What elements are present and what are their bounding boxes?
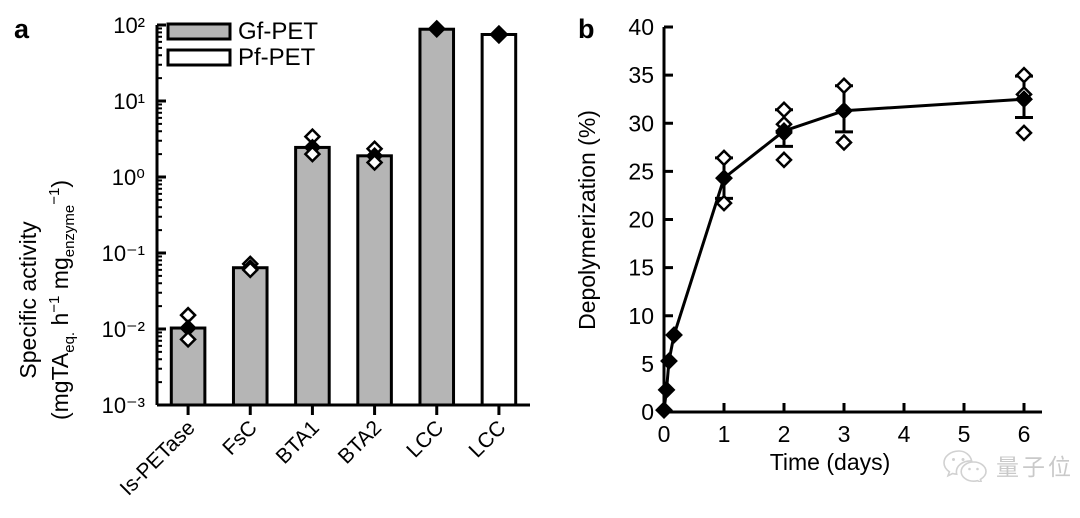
- panel-b-ytick-group: 0 5 10 15 20 25 30 35 40: [628, 14, 673, 425]
- panel-a-category-label: FsC: [218, 416, 261, 459]
- watermark-text: 量子位: [996, 455, 1074, 481]
- panel-b-ytick-label: 15: [628, 255, 654, 281]
- replicate-point: [303, 145, 322, 163]
- panel-b-letter: b: [578, 14, 595, 44]
- panel-a-xtick-group: Is-PETase FsC BTA1 BTA2 LCC LCC: [116, 405, 510, 500]
- panel-a-ytick-label: 10⁰: [112, 165, 145, 190]
- panel-a-ylabel-line2: (mgTAeq. h−1 mgenzyme−1): [46, 180, 78, 420]
- panel-b-ylabel: Depolymerization (%): [574, 110, 600, 330]
- mean-marker: [660, 352, 678, 370]
- panel-a-category-label: LCC: [402, 416, 448, 462]
- ylabel-post: ): [47, 180, 73, 188]
- bar-bta2-3: [356, 154, 393, 407]
- panel-a-ytick-label: 10⁻²: [102, 317, 145, 342]
- legend-swatch-pf-pet: [166, 48, 232, 67]
- panel-a-category-label: BTA2: [334, 416, 386, 468]
- mean-marker: [835, 101, 853, 120]
- panel-b-error-bars: [715, 74, 1033, 200]
- ylabel-mid2: mg: [47, 257, 73, 295]
- panel-b-ytick-label: 25: [628, 158, 654, 184]
- legend-label-gf-pet: Gf-PET: [238, 18, 318, 45]
- ylabel-sub-enzyme: enzyme: [61, 205, 78, 258]
- replicate-point: [241, 261, 260, 279]
- mean-marker: [1015, 90, 1033, 109]
- panel-b-replicate-points: [715, 66, 1033, 212]
- panel-b-xlabel: Time (days): [770, 449, 891, 475]
- replicate-point: [775, 151, 793, 169]
- panel-b-xtick-label: 5: [958, 421, 971, 447]
- bar-lcc-5: [480, 32, 518, 407]
- panel-b-ytick-label: 40: [628, 14, 654, 40]
- replicate-point: [715, 194, 733, 212]
- bar-bta1-2: [294, 145, 331, 407]
- replicate-point: [775, 101, 793, 119]
- panel-b-xtick-label: 1: [718, 421, 731, 447]
- svg-text:(mgTAeq. h−1 mgenzyme−1): (mgTAeq. h−1 mgenzyme−1): [46, 180, 78, 420]
- panel-b-xtick-label: 3: [838, 421, 851, 447]
- panel-a-letter: a: [14, 14, 30, 44]
- panel-a-category-label: LCC: [464, 416, 510, 462]
- ylabel-sub-eq: eq.: [61, 332, 78, 353]
- mean-marker: [655, 401, 673, 419]
- bar-lcc-4: [418, 27, 456, 407]
- panel-b-xtick-label: 4: [898, 421, 911, 447]
- mean-marker: [665, 326, 683, 344]
- panel-a-ytick-label: 10²: [113, 13, 145, 38]
- panel-b-ytick-label: 20: [628, 207, 654, 233]
- panel-b-xtick-label: 0: [658, 421, 671, 447]
- panel-b-ytick-label: 5: [641, 351, 654, 377]
- replicate-point: [1015, 66, 1033, 84]
- panel-a: a Specific activity (mgTAeq. h−1 mgenzym…: [14, 13, 530, 500]
- panel-a-bars: [169, 27, 518, 407]
- panel-b-mean-markers: [655, 90, 1033, 419]
- legend-swatch-gf-pet: [166, 22, 232, 41]
- panel-a-replicate-points: [179, 19, 508, 349]
- panel-a-ytick-label: 10⁻³: [102, 393, 145, 418]
- panel-a-category-label: BTA1: [272, 416, 324, 468]
- legend-label-pf-pet: Pf-PET: [238, 44, 316, 71]
- panel-b-ytick-label: 10: [628, 303, 654, 329]
- panel-a-ytick-label: 10⁻¹: [102, 241, 145, 266]
- panel-b-xtick-group: 0 1 2 3 4 5 6: [658, 403, 1031, 447]
- panel-b-ytick-label: 0: [641, 399, 654, 425]
- replicate-point: [490, 26, 508, 45]
- panel-a-legend: Gf-PET Pf-PET: [166, 18, 318, 71]
- panel-b-ytick-label: 30: [628, 110, 654, 136]
- replicate-point: [835, 133, 853, 152]
- ylabel-pre: (mgTA: [47, 352, 73, 420]
- panel-a-ytick-label: 10¹: [113, 89, 145, 114]
- mean-marker: [715, 169, 733, 188]
- watermark: 量子位: [942, 448, 1074, 482]
- replicate-point: [1015, 124, 1033, 142]
- wechat-icon: [943, 450, 987, 482]
- mean-marker: [657, 380, 676, 399]
- replicate-point: [179, 330, 197, 349]
- replicate-point: [715, 149, 733, 167]
- mean-marker: [775, 122, 793, 140]
- replicate-point: [365, 153, 384, 172]
- panel-b-svg: b Depolymerization (%) Time (days) 05101…: [574, 14, 1042, 475]
- bar-fsc-1: [231, 266, 269, 407]
- replicate-point: [835, 76, 853, 95]
- panel-a-category-label: Is-PETase: [116, 416, 200, 500]
- replicate-point: [427, 20, 446, 38]
- panel-b-ytick-label: 35: [628, 62, 654, 88]
- panel-a-ytick-group: 10² 10¹ 10⁰ 10⁻¹ 10⁻² 10⁻³: [102, 13, 166, 418]
- panel-a-svg: a Specific activity (mgTAeq. h−1 mgenzym…: [14, 13, 530, 500]
- panel-b: b Depolymerization (%) Time (days) 0 5 10 1…: [560, 0, 1080, 518]
- ylabel-mid: h: [47, 313, 73, 332]
- panel-a-ylabel-line1: Specific activity: [15, 221, 41, 379]
- panel-b-xtick-label: 2: [778, 421, 791, 447]
- panel-a-yminor-group: [157, 27, 162, 384]
- panel-b-xtick-label: 6: [1018, 421, 1031, 447]
- panel-a-axes: [155, 25, 530, 407]
- ylabel-sup-2: −1: [46, 188, 63, 205]
- ylabel-sup-1: −1: [46, 296, 63, 313]
